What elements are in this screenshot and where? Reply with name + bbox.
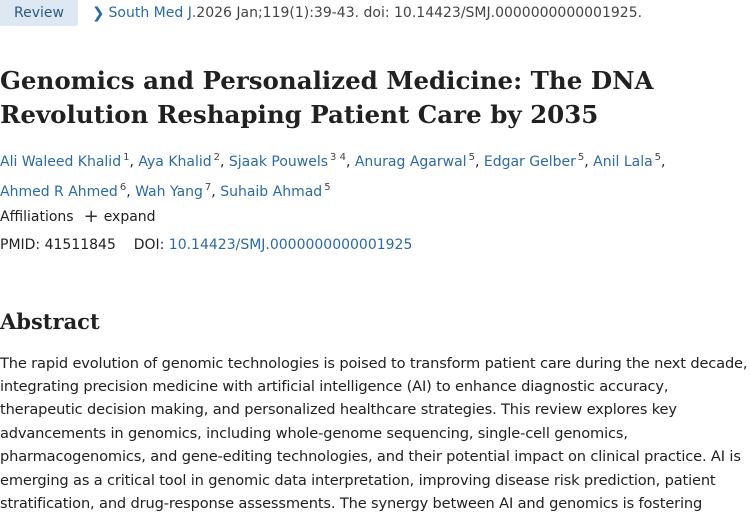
affiliations-label: Affiliations [0, 209, 74, 225]
review-badge: Review [0, 0, 78, 26]
author-affiliation-ref[interactable]: 5 [468, 152, 475, 163]
affiliations-toggle[interactable]: Affiliations + expand [0, 208, 156, 226]
author-affiliation-ref[interactable]: 6 [119, 182, 127, 193]
author-link[interactable]: Edgar Gelber [483, 154, 576, 170]
author-link[interactable]: Anil Lala [593, 154, 653, 170]
identifiers: PMID: 41511845 DOI: 10.14423/SMJ.0000000… [0, 237, 412, 253]
citation-text: 2026 Jan;119(1):39-43. doi: 10.14423/SMJ… [196, 5, 643, 21]
author-affiliation-ref[interactable]: 5 [577, 152, 585, 163]
author-link[interactable]: Ahmed R Ahmed [0, 184, 118, 200]
author-link[interactable]: Anurag Agarwal [354, 154, 467, 170]
author-list: Ali Waleed Khalid 1, Aya Khalid 2, Sjaak P… [0, 152, 666, 200]
journal-link[interactable]: South Med J. [108, 5, 197, 21]
abstract-heading: Abstract [0, 309, 100, 335]
plus-icon[interactable]: + [83, 206, 99, 227]
author-link[interactable]: Suhaib Ahmad [220, 184, 323, 200]
author-affiliation-ref[interactable]: 7 [204, 182, 212, 193]
doi-link[interactable]: 10.14423/SMJ.0000000000001925 [168, 237, 413, 253]
article-title: Genomics and Personalized Medicine: The … [0, 66, 654, 130]
author-link[interactable]: Ali Waleed Khalid [0, 154, 122, 170]
citation-bar: Review ❯ South Med J. 2026 Jan;119(1):39… [0, 0, 750, 26]
doi-label: DOI: [133, 237, 165, 253]
pmid-value: 41511845 [44, 237, 116, 253]
author-affiliation-ref[interactable]: 5 [324, 182, 331, 193]
author-affiliation-ref[interactable]: 2 [213, 152, 220, 163]
author-affiliation-ref[interactable]: 1 [123, 152, 130, 163]
abstract-text: The rapid evolution of genomic technolog… [0, 354, 748, 513]
author-affiliation-ref[interactable]: 3 4 [330, 152, 346, 163]
pmid-label: PMID: [0, 237, 41, 253]
author-affiliation-ref[interactable]: 5 [654, 152, 662, 163]
author-link[interactable]: Aya Khalid [138, 154, 212, 170]
expand-button[interactable]: expand [103, 209, 156, 225]
author-link[interactable]: Sjaak Pouwels [228, 154, 329, 170]
chevron-right-icon[interactable]: ❯ [91, 4, 105, 22]
author-link[interactable]: Wah Yang [135, 184, 203, 200]
